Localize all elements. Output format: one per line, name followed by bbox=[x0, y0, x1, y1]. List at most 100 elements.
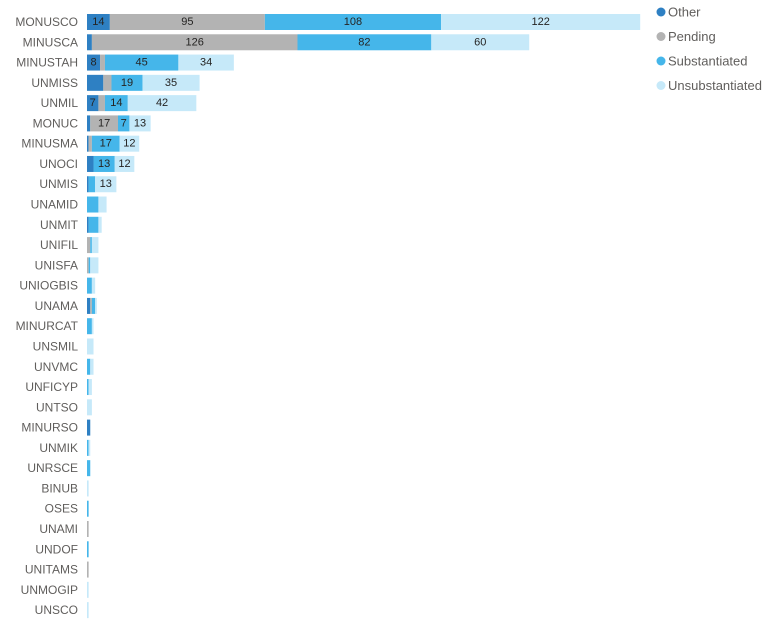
bar-segment-other bbox=[87, 74, 104, 91]
bar-segment-other bbox=[87, 54, 101, 71]
bar-segment-other bbox=[87, 135, 89, 152]
bar-segment-substantiated bbox=[87, 541, 89, 558]
bar-segment-substantiated bbox=[87, 358, 91, 375]
bar-segment-substantiated bbox=[264, 14, 442, 30]
category-label: UNMIK bbox=[39, 441, 78, 455]
data-label: 108 bbox=[344, 16, 362, 28]
category-label: UNRSCE bbox=[27, 461, 78, 475]
category-label: MINURSO bbox=[21, 421, 78, 435]
bar-segment-other bbox=[87, 176, 89, 193]
bar-segment-unsubstantiated bbox=[88, 379, 92, 396]
category-label: UNMIT bbox=[40, 218, 79, 232]
bar-segment-other bbox=[87, 14, 110, 30]
data-label: 122 bbox=[531, 16, 549, 28]
data-label: 13 bbox=[100, 178, 112, 190]
bar-segment-unsubstantiated bbox=[431, 34, 530, 51]
category-label: UNAMI bbox=[39, 522, 78, 536]
category-label: OSES bbox=[45, 502, 78, 516]
bar-segment-pending bbox=[100, 54, 105, 71]
bar-segment-substantiated bbox=[104, 54, 179, 71]
bar-segment-pending bbox=[98, 95, 105, 112]
bar-segment-substantiated bbox=[90, 237, 92, 254]
data-label: 8 bbox=[90, 57, 96, 69]
bar-segment-substantiated bbox=[88, 176, 96, 193]
bar-segment-unsubstantiated bbox=[91, 277, 96, 294]
bar-segment-substantiated bbox=[91, 135, 120, 152]
bar-segment-unsubstantiated bbox=[87, 602, 89, 619]
legend-label: Pending bbox=[668, 29, 716, 44]
bar-segment-unsubstantiated bbox=[90, 257, 99, 274]
category-label: UNFICYP bbox=[25, 380, 78, 394]
category-label: UNMIL bbox=[41, 96, 79, 110]
data-label: 17 bbox=[98, 117, 110, 129]
data-label: 12 bbox=[123, 138, 135, 150]
bar-segment-substantiated bbox=[87, 500, 89, 517]
bar-segment-substantiated bbox=[88, 216, 99, 233]
bar-segment-substantiated bbox=[297, 34, 432, 51]
data-label: 12 bbox=[118, 158, 130, 170]
bar-segment-pending bbox=[103, 74, 112, 91]
bar-segment-unsubstantiated bbox=[142, 74, 200, 91]
category-label: BINUB bbox=[41, 481, 78, 495]
category-label: UNMIS bbox=[39, 177, 78, 191]
data-label: 17 bbox=[100, 138, 112, 150]
bar-segment-other bbox=[87, 155, 94, 172]
category-label: UNVMC bbox=[34, 360, 78, 374]
bar-segment-substantiated bbox=[87, 439, 89, 456]
bar-segment-other bbox=[87, 216, 89, 233]
bar-segment-substantiated bbox=[87, 460, 91, 477]
category-label: UNAMID bbox=[31, 198, 79, 212]
category-label: MINUSTAH bbox=[16, 56, 78, 70]
data-label: 19 bbox=[121, 77, 133, 89]
legend-marker bbox=[656, 7, 666, 17]
category-label: UNDOF bbox=[35, 542, 78, 556]
bar-segment-pending bbox=[90, 115, 119, 132]
bar-segment-substantiated bbox=[87, 277, 92, 294]
data-label: 14 bbox=[92, 16, 104, 28]
category-label: UNMOGIP bbox=[21, 583, 78, 597]
category-label: MINURCAT bbox=[16, 319, 79, 333]
bar-segment-unsubstantiated bbox=[87, 399, 92, 416]
bar-segment-pending bbox=[87, 521, 89, 537]
bar-segment-unsubstantiated bbox=[91, 237, 99, 254]
bar-segment-unsubstantiated bbox=[98, 196, 107, 213]
category-label: UNAMA bbox=[35, 299, 78, 313]
bar-segment-unsubstantiated bbox=[98, 216, 102, 233]
bar-segment-unsubstantiated bbox=[87, 480, 89, 497]
category-label: UNIFIL bbox=[40, 238, 78, 252]
bar-segment-unsubstantiated bbox=[127, 95, 197, 112]
bar-segment-unsubstantiated bbox=[95, 297, 97, 314]
bar-segment-substantiated bbox=[87, 196, 99, 213]
category-label: UNSMIL bbox=[33, 339, 79, 353]
bar-segment-unsubstantiated bbox=[88, 439, 91, 456]
data-label: 7 bbox=[121, 117, 127, 129]
category-label: UNIOGBIS bbox=[19, 279, 78, 293]
legend-label: Unsubstantiated bbox=[668, 78, 762, 93]
category-label: MINUSMA bbox=[21, 137, 78, 151]
bar-segment-substantiated bbox=[118, 115, 130, 132]
bar-segment-pending bbox=[91, 34, 298, 51]
bar-segment-unsubstantiated bbox=[91, 318, 94, 335]
bar-segment-unsubstantiated bbox=[178, 54, 234, 71]
legend-label: Other bbox=[668, 5, 701, 20]
legend-marker bbox=[656, 81, 666, 90]
category-label: UNSCO bbox=[35, 603, 78, 617]
data-label: 60 bbox=[474, 36, 486, 48]
data-label: 95 bbox=[181, 16, 193, 28]
legend-marker bbox=[656, 56, 666, 66]
bar-segment-unsubstantiated bbox=[129, 115, 151, 132]
data-label: 14 bbox=[110, 97, 122, 109]
data-label: 45 bbox=[136, 57, 148, 69]
category-label: MONUSCO bbox=[15, 15, 78, 29]
category-label: UNOCI bbox=[39, 157, 78, 171]
data-label: 13 bbox=[98, 158, 110, 170]
legend-marker bbox=[656, 32, 666, 41]
data-label: 82 bbox=[358, 36, 370, 48]
category-label: UNISFA bbox=[35, 258, 78, 272]
bar-segment-unsubstantiated bbox=[95, 176, 117, 193]
data-label: 7 bbox=[90, 97, 96, 109]
data-label: 35 bbox=[165, 77, 177, 89]
bar-segment-other bbox=[87, 95, 99, 112]
